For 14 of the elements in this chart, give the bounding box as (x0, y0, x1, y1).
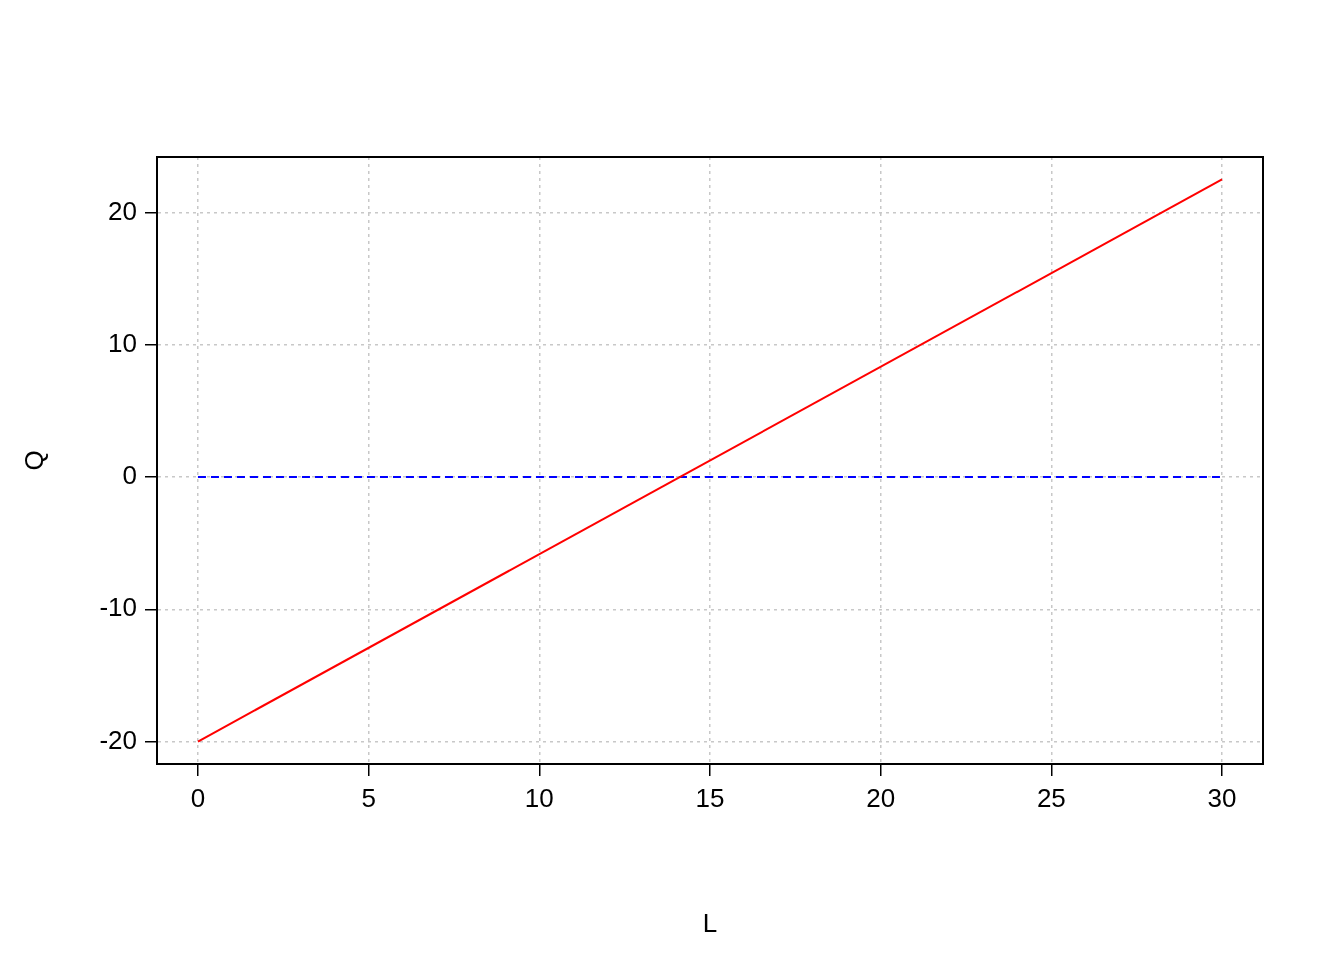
y-tick-label: 0 (122, 460, 137, 491)
x-tick-label: 20 (866, 782, 896, 813)
y-tick-label: 10 (108, 327, 137, 358)
y-tick-label: -20 (99, 724, 137, 755)
x-tick-label: 15 (695, 782, 725, 813)
x-tick-label: 25 (1036, 782, 1066, 813)
x-tick-label: 30 (1207, 782, 1237, 813)
y-tick-label: 20 (108, 195, 137, 226)
y-tick-label: -10 (99, 592, 137, 623)
x-tick-label: 10 (524, 782, 554, 813)
x-tick-label: 0 (190, 782, 206, 813)
x-tick-label: 5 (361, 782, 376, 813)
x-axis-title: L (702, 907, 718, 938)
y-axis-title: Q (18, 450, 49, 471)
